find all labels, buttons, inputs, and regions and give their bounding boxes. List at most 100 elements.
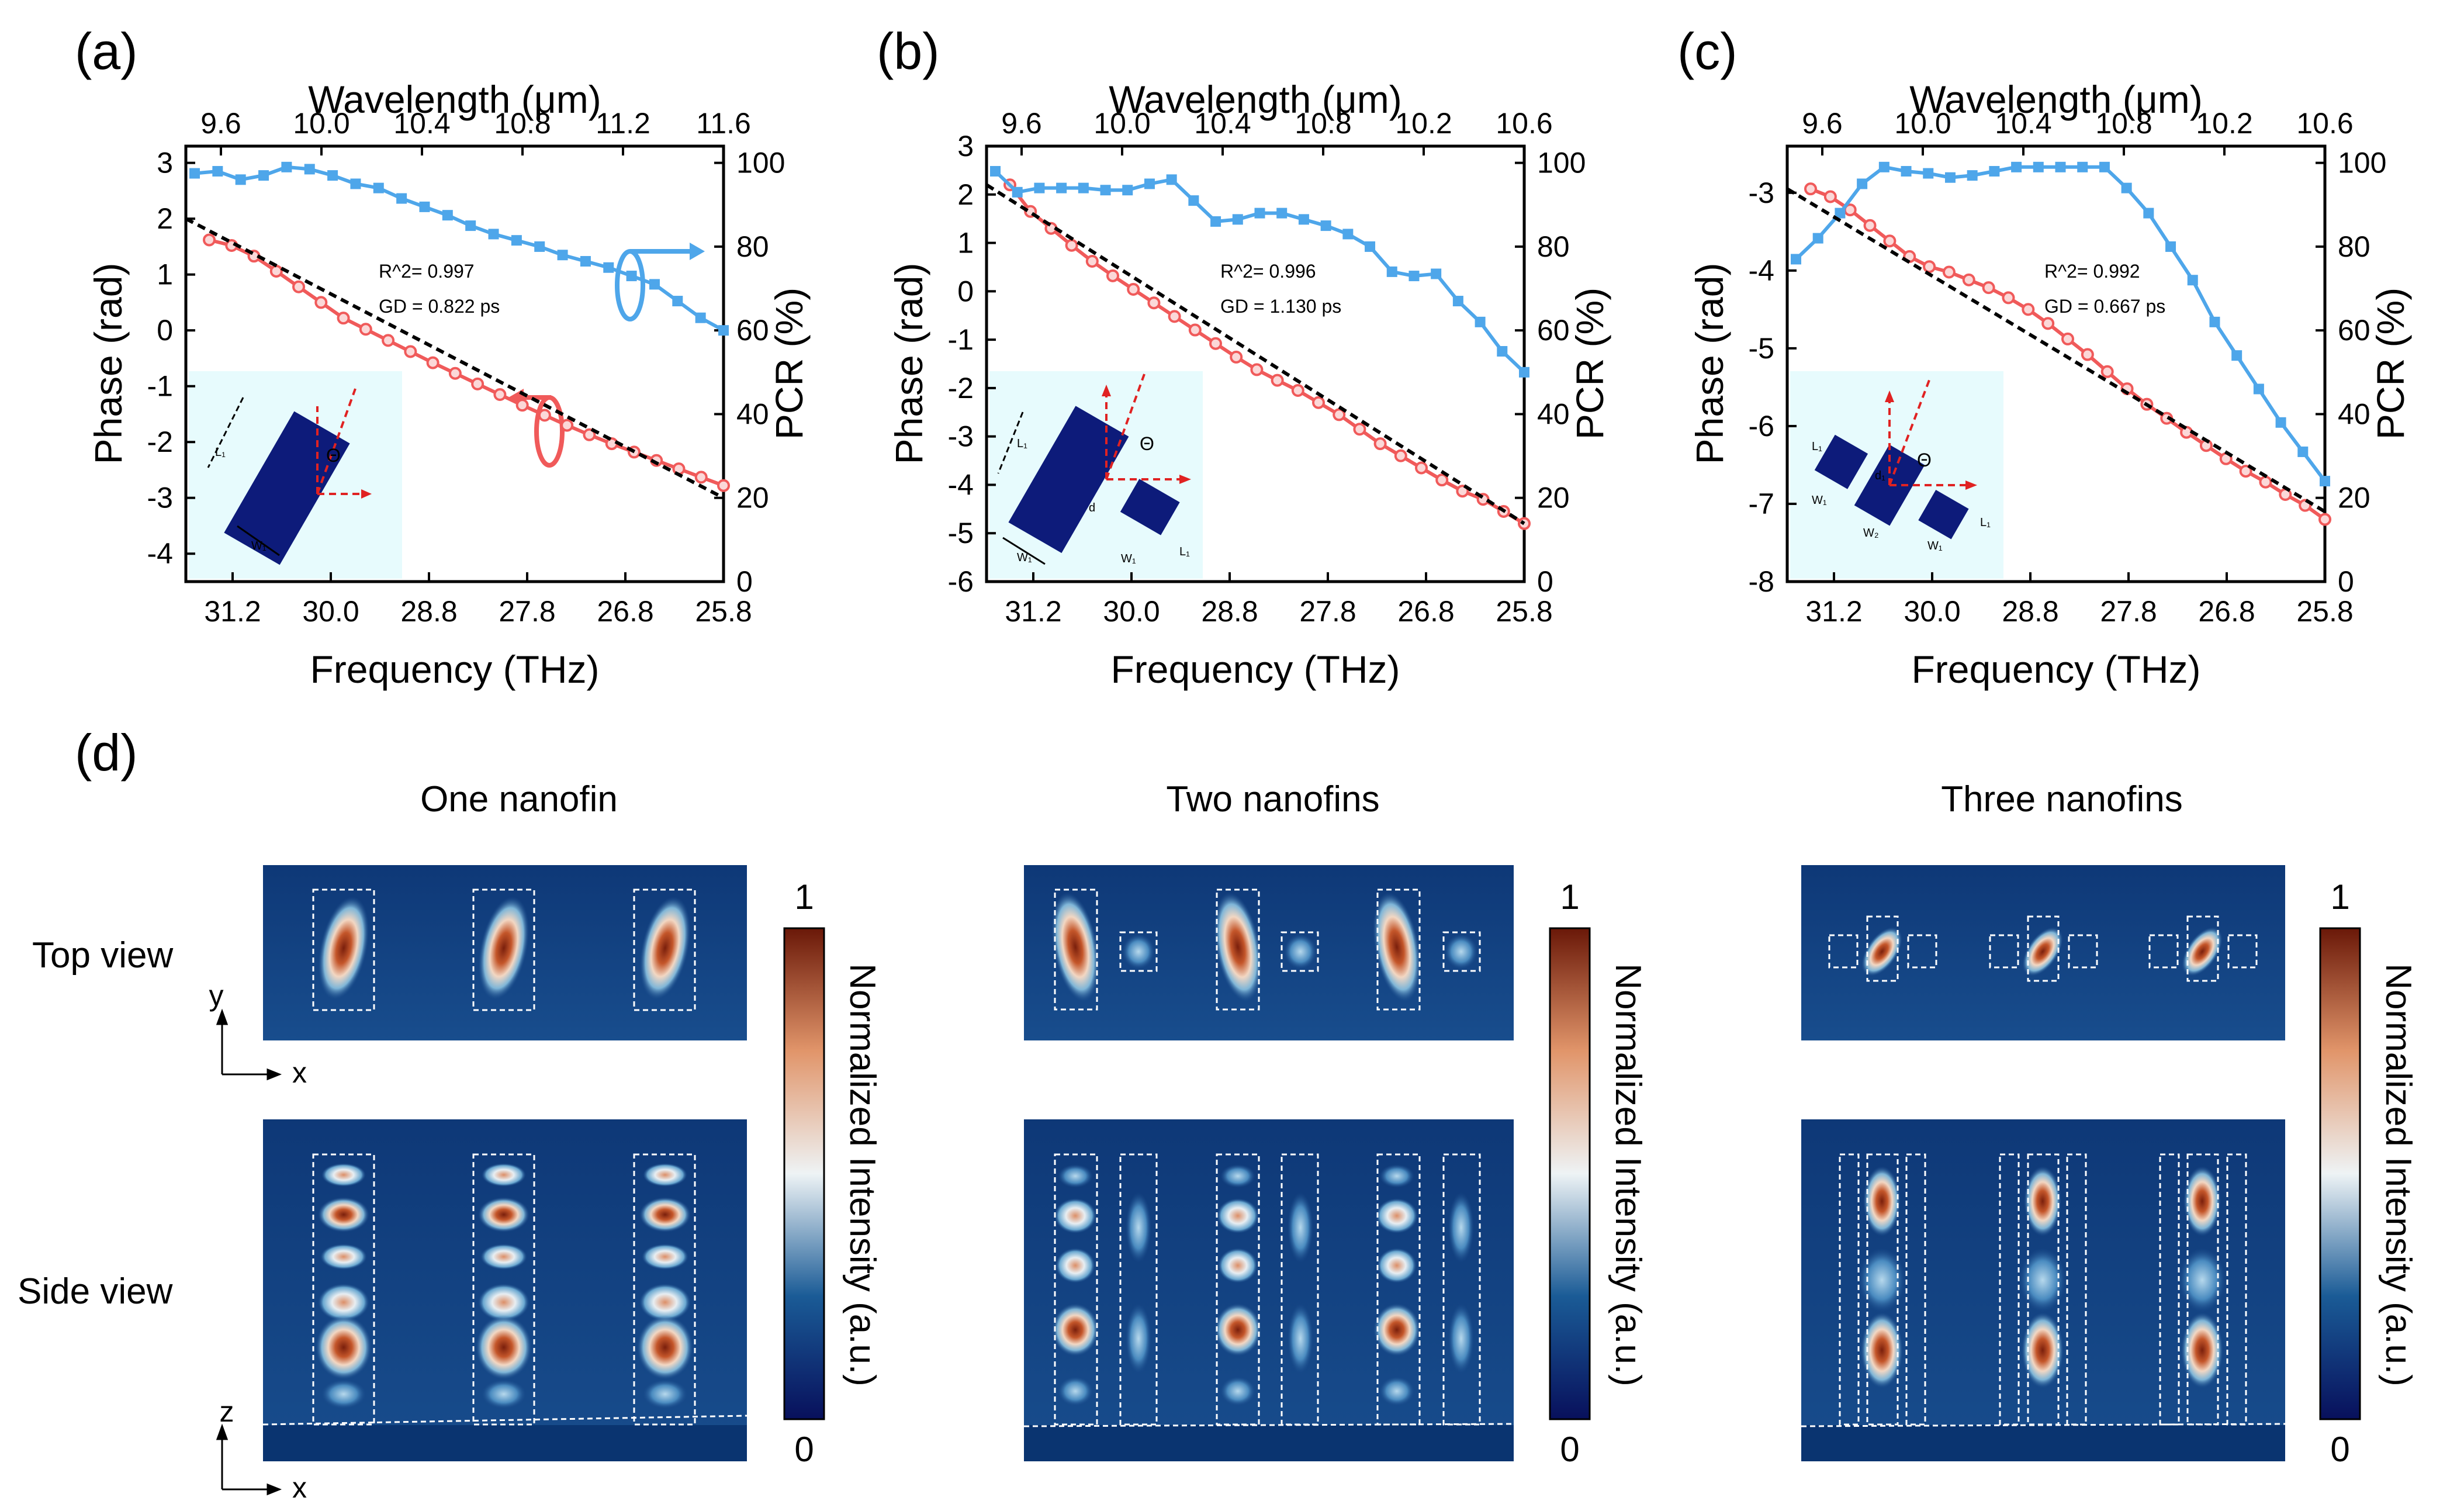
plot-frame (985, 144, 1526, 583)
pcr-point (1452, 296, 1463, 307)
colorbar-title: Normalized Intensity (a.u.) (1608, 963, 1648, 1386)
phase-point (1962, 273, 1975, 286)
top-tick-label: 9.6 (1001, 107, 1042, 140)
pcr-point (235, 174, 246, 185)
phase-point (1373, 437, 1387, 451)
top-tick-label: 10.2 (1395, 107, 1452, 140)
phase-point (426, 356, 439, 369)
pcr-point (1386, 266, 1397, 277)
column-title-three: Three nanofins (1941, 779, 2183, 820)
pcr-point (350, 178, 361, 189)
phase-point (292, 280, 306, 293)
right-tick-label: 80 (736, 230, 769, 263)
phase-point (717, 479, 730, 492)
left-tick-label: -4 (948, 468, 974, 501)
bottom-tick-label: 28.8 (400, 595, 457, 628)
top-tick-label: 10.4 (1995, 107, 2051, 140)
rotation-axis (1105, 374, 1146, 480)
colorbar-max: 1 (1560, 877, 1579, 917)
map-top-one (263, 865, 747, 1040)
phase-point (382, 334, 395, 347)
left-tick-label: -7 (1749, 487, 1774, 520)
pcr-point (1034, 182, 1045, 193)
bottom-axis-title: Frequency (THz) (1110, 648, 1400, 691)
phase-point (359, 323, 372, 336)
pcr-point (1298, 214, 1309, 225)
inset-label-length: L₁ (215, 446, 226, 459)
inset-label-angle: Θ (326, 445, 341, 466)
phase-point (1804, 182, 1817, 196)
pcr-point (2165, 241, 2176, 252)
pcr-point (281, 161, 292, 172)
phase-point (2239, 465, 2252, 478)
left-tick-label: -4 (147, 537, 173, 570)
pcr-point (1901, 165, 1912, 177)
top-tick-label: 10.8 (2095, 107, 2152, 140)
top-tick-label: 10.6 (2296, 107, 2353, 140)
top-tick-label: 9.6 (1802, 107, 1843, 140)
pcr-point (1254, 208, 1265, 219)
left-tick-label: 0 (157, 314, 173, 347)
pcr-point (1188, 195, 1199, 206)
nanofin-right (1918, 490, 1969, 540)
pcr-point (990, 165, 1001, 177)
right-tick-label: 100 (1537, 147, 1586, 179)
phase-point (1271, 374, 1284, 387)
pcr-point (1166, 174, 1177, 185)
left-tick-label: 0 (957, 275, 974, 307)
pcr-point (2297, 446, 2309, 457)
panel-label-a: (a) (75, 22, 138, 80)
phase-point (1456, 485, 1469, 498)
left-tick-label: -3 (948, 420, 974, 453)
inset-label-width3: W₁ (1927, 540, 1943, 552)
phase-point (1250, 363, 1264, 376)
pcr-point (1012, 186, 1023, 198)
pcr-point (511, 235, 522, 246)
phase-point (1923, 260, 1936, 274)
pcr-point (2143, 208, 2154, 219)
inset-label-width2: W₁ (1121, 552, 1136, 565)
top-axis-title: Wavelength (μm) (308, 78, 601, 121)
top-tick-label: 9.6 (200, 107, 241, 140)
bottom-tick-label: 28.8 (1201, 595, 1258, 628)
tick-layer: -6 -5 -4 -3 -2 -1 0 1 2 3 0 20 40 60 80 100 31.2 30.0 28.8… (948, 107, 1586, 628)
bottom-tick-label: 31.2 (1005, 595, 1061, 628)
pcr-point (2231, 350, 2242, 361)
panel-label-b: (b) (877, 22, 940, 80)
gd-annotation: GD = 0.822 ps (379, 296, 500, 317)
phase-point (2022, 303, 2035, 316)
axis-glyph-z: z (220, 1395, 234, 1428)
pcr-point (2033, 161, 2044, 172)
phase-point (2100, 365, 2114, 378)
left-tick-label: -1 (147, 370, 173, 403)
data-layer (985, 165, 1531, 530)
left-tick-label: -2 (147, 426, 173, 458)
left-axis-title: Phase (rad) (887, 263, 930, 465)
rotation-axis (1888, 376, 1932, 486)
inset-diagram: L₁ W₁ Θ (207, 388, 372, 565)
axis-glyph-x: x (292, 1056, 307, 1089)
tick-layer: -8 -7 -6 -5 -4 -3 0 20 40 60 80 100 31.2 30.0 28.8 27.8… (1749, 107, 2387, 628)
pcr-point (1100, 185, 1111, 196)
left-tick-label: -1 (948, 323, 974, 356)
width-dim-line (1002, 537, 1046, 565)
phase-point (583, 428, 596, 441)
pcr-point (718, 325, 729, 336)
bottom-tick-label: 26.8 (2198, 595, 2255, 628)
left-tick-label: 2 (157, 202, 173, 235)
pcr-point (2011, 161, 2022, 172)
phase-point (1883, 234, 1897, 248)
bottom-tick-label: 28.8 (2002, 595, 2058, 628)
right-tick-label: 40 (2338, 397, 2370, 430)
left-tick-label: 1 (157, 258, 173, 291)
phase-point (1415, 461, 1428, 475)
r2-annotation: R^2= 0.996 (1220, 261, 1316, 282)
pcr-point (1944, 172, 1956, 183)
inset-diagram: L₁ W₁ d₁ W₂ W₁ L₁ Θ (1812, 376, 1991, 552)
colorbar-one: 1 0 Normalized Intensity (a.u.) (783, 877, 883, 1469)
phase-point (1291, 384, 1304, 397)
chart-c: L₁ W₁ d₁ W₂ W₁ L₁ Θ R^2= 0.992 GD = 0.66… (1688, 78, 2412, 691)
pcr-point (649, 279, 660, 290)
xy-axes-glyph (216, 1008, 282, 1081)
